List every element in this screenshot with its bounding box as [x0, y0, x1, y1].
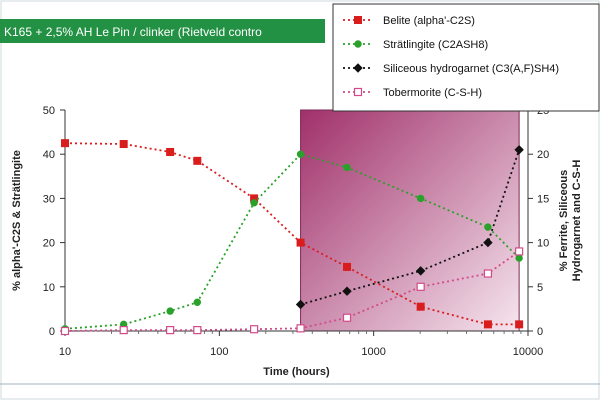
data-point — [416, 194, 425, 203]
y-right-tick-label: 20 — [537, 149, 549, 161]
data-point — [416, 302, 425, 311]
title-bar — [0, 19, 325, 43]
legend-label: Tobermorite (C-S-H) — [383, 87, 482, 99]
data-point — [343, 262, 352, 271]
legend-entry: Strätlingite (C2ASH8) — [343, 39, 488, 51]
series-0 — [61, 139, 524, 329]
y-right-tick-label: 15 — [537, 193, 549, 205]
legend-box — [332, 3, 600, 112]
y-left-tick-label: 20 — [43, 238, 55, 250]
x-tick-label: 10000 — [513, 346, 544, 358]
data-point — [483, 269, 493, 278]
series-3 — [60, 247, 524, 336]
x-axis-title: Time (hours) — [263, 366, 330, 378]
data-point — [515, 247, 524, 256]
data-point — [296, 238, 305, 247]
data-point — [250, 199, 258, 207]
y-left-tick-label: 50 — [43, 105, 55, 117]
data-point — [166, 326, 175, 335]
x-tick-label: 1000 — [361, 346, 385, 358]
y-right-tick-label: 5 — [537, 282, 543, 294]
y-right-axis-title: % Ferrite, SiliceousHydrogarnet and C-S-… — [558, 160, 583, 282]
legend-label: Belite (alpha'-C2S) — [383, 15, 475, 27]
data-point — [296, 324, 305, 333]
data-point — [250, 325, 259, 334]
legend-marker — [353, 63, 363, 73]
data-point — [193, 298, 202, 306]
data-point — [60, 326, 70, 336]
data-point — [515, 254, 523, 262]
x-tick-label: 10 — [59, 346, 71, 358]
data-point — [416, 282, 425, 291]
y-left-tick-label: 40 — [43, 149, 55, 161]
y-left-axis-title: % alpha'-C2S & Strätlingite — [11, 150, 23, 291]
data-point — [296, 150, 305, 158]
data-point — [119, 140, 128, 149]
data-point — [342, 313, 352, 322]
series-line — [64, 250, 520, 332]
shaded-region — [300, 109, 520, 332]
legend-entry: Belite (alpha'-C2S) — [343, 15, 475, 27]
y-right-tick-label: 10 — [537, 238, 549, 250]
y-left-tick-label: 0 — [49, 326, 55, 338]
data-point — [193, 326, 202, 335]
chart-title: K165 + 2,5% AH Le Pin / clinker (Rietvel… — [4, 25, 262, 39]
legend-entry: Tobermorite (C-S-H) — [343, 87, 482, 99]
legend-marker — [354, 40, 362, 48]
data-point — [61, 139, 69, 148]
y-right-tick-label: 0 — [537, 326, 543, 338]
data-point — [514, 145, 524, 155]
legend-marker — [353, 87, 363, 97]
data-point — [295, 299, 306, 310]
data-point — [515, 320, 524, 329]
data-point — [119, 326, 128, 335]
data-point — [484, 223, 492, 231]
y-right-axis-title-line1: % Ferrite, Siliceous — [558, 170, 570, 271]
data-point — [342, 286, 352, 296]
data-point — [166, 147, 175, 156]
data-point — [415, 266, 426, 276]
legend-entry: Siliceous hydrogarnet (C3(A,F)SH4) — [343, 63, 559, 75]
data-point — [343, 163, 351, 172]
legend-marker — [354, 16, 362, 24]
y-left-tick-label: 10 — [43, 282, 55, 294]
data-point — [193, 156, 202, 165]
legend-label: Siliceous hydrogarnet (C3(A,F)SH4) — [383, 63, 559, 75]
series-line — [300, 149, 520, 306]
y-left-tick-label: 30 — [43, 193, 55, 205]
data-point — [483, 237, 493, 248]
legend-label: Strätlingite (C2ASH8) — [383, 39, 488, 51]
y-right-axis-title-line2: Hydrogarnet and C-S-H — [571, 160, 583, 282]
data-point — [483, 320, 492, 329]
data-point — [166, 307, 174, 315]
series-2 — [295, 145, 524, 310]
x-tick-label: 100 — [210, 346, 228, 358]
